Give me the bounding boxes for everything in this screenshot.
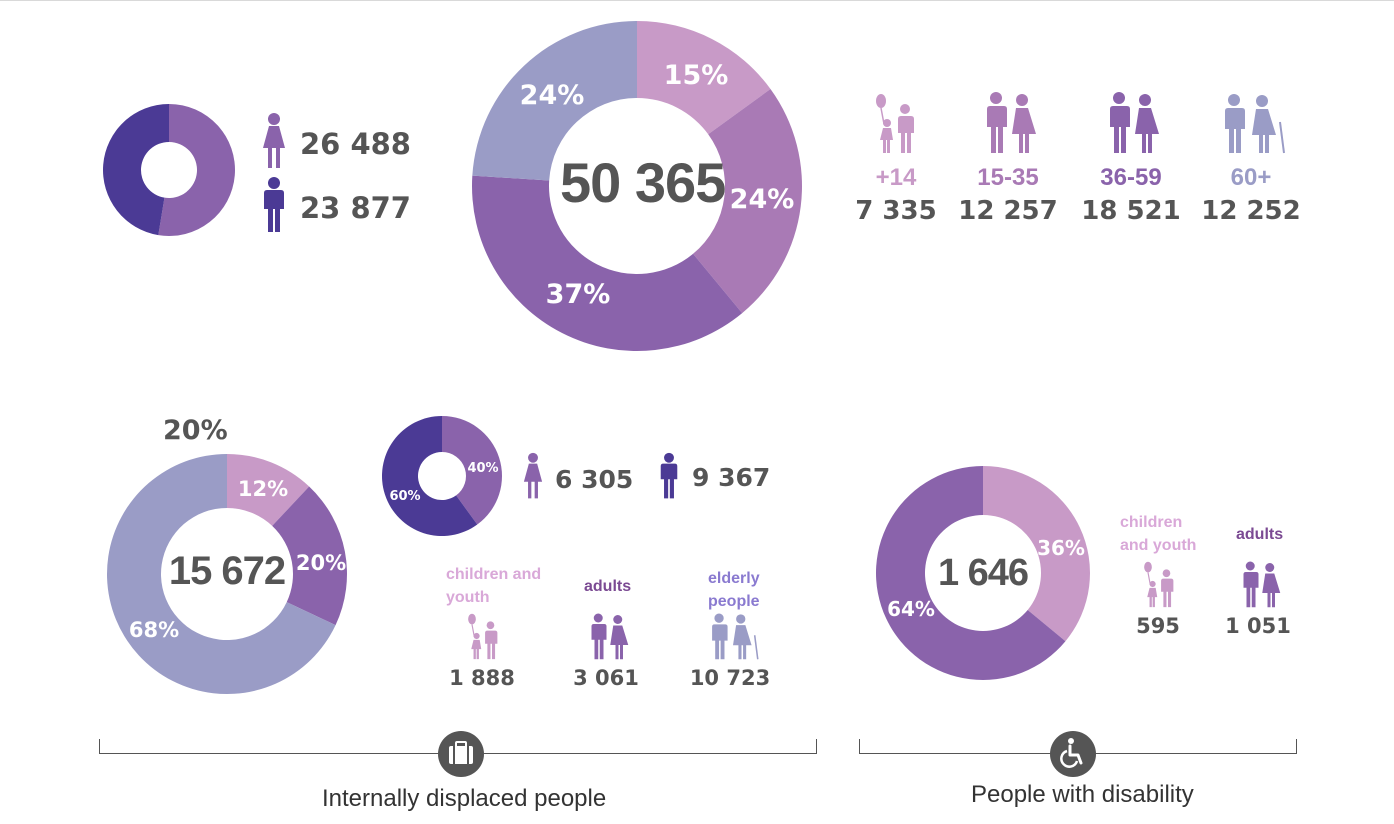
slice-children-and-youth bbox=[227, 454, 310, 526]
disability-donut-chart: 36% 64% bbox=[875, 466, 1090, 680]
young-couple-icon bbox=[987, 92, 1036, 153]
idp-female-count: 6 305 bbox=[555, 465, 634, 494]
disability-caption: People with disability bbox=[971, 781, 1194, 808]
adult-couple-icon bbox=[1110, 92, 1159, 153]
idp-children-count: 1 888 bbox=[449, 666, 515, 690]
slice-female bbox=[158, 104, 235, 236]
disability-children-icon bbox=[1144, 561, 1174, 608]
age-donut-chart: 15% 24% 37% 24% bbox=[472, 21, 802, 351]
age-count-60-plus: 12 252 bbox=[1201, 196, 1301, 226]
slice-label: 64% bbox=[887, 597, 935, 621]
slice--14 bbox=[637, 21, 771, 135]
slice-36-59 bbox=[472, 175, 743, 351]
total-center-label: 50 365 bbox=[560, 151, 726, 214]
disability-center-label: 1 646 bbox=[937, 552, 1029, 594]
slice-label: 15% bbox=[664, 60, 729, 91]
slice-children-and-youth bbox=[983, 466, 1090, 642]
slice-label: 36% bbox=[1037, 536, 1085, 560]
age-label-36-59: 36-59 bbox=[1100, 164, 1162, 191]
disability-group-label-adults: adults bbox=[1236, 526, 1284, 543]
female-icon bbox=[263, 113, 285, 168]
age-label-15-35: 15-35 bbox=[977, 164, 1039, 191]
slice-label: 24% bbox=[520, 80, 585, 111]
idp-male-count: 9 367 bbox=[692, 463, 771, 492]
idp-outside-label: 20% bbox=[163, 415, 228, 446]
idp-female-icon bbox=[523, 452, 543, 499]
age-count-14: 7 335 bbox=[855, 196, 937, 226]
wheelchair-icon bbox=[1050, 731, 1096, 777]
age-label-14: +14 bbox=[875, 164, 917, 191]
slice-label: 40% bbox=[467, 461, 498, 476]
slice-male bbox=[382, 416, 478, 536]
slice-label: 12% bbox=[238, 477, 288, 501]
idp-center-label: 15 672 bbox=[168, 549, 286, 593]
idp-adults-count: 3 061 bbox=[573, 666, 639, 690]
age-count-36-59: 18 521 bbox=[1081, 196, 1181, 226]
idp-group-label-adults: adults bbox=[584, 578, 632, 595]
top-rule bbox=[0, 0, 1394, 1]
idp-children-icon bbox=[468, 613, 498, 660]
suitcase-icon bbox=[438, 731, 484, 777]
idp-group-label-children: children and youth bbox=[446, 566, 542, 606]
slice-label: 68% bbox=[129, 618, 179, 642]
disability-group-label-children: children and youth bbox=[1120, 514, 1197, 554]
slice-female bbox=[442, 416, 502, 525]
slice-60- bbox=[472, 21, 637, 181]
female-count: 26 488 bbox=[300, 127, 411, 161]
slice-label: 20% bbox=[296, 551, 346, 575]
idp-elderly-icon bbox=[712, 613, 759, 660]
slice-adults bbox=[875, 466, 1066, 680]
idp-male-icon bbox=[660, 452, 678, 499]
idp-elderly-count: 10 723 bbox=[689, 666, 771, 690]
age-label-60-plus: 60+ bbox=[1230, 164, 1272, 191]
idp-gender-donut-chart: 40% 60% bbox=[382, 416, 502, 536]
elderly-couple-icon bbox=[1225, 94, 1285, 154]
child-with-balloon-icon bbox=[876, 94, 914, 153]
idp-donut-chart: 12% 20% 68% bbox=[107, 454, 347, 694]
gender-donut-chart bbox=[103, 104, 235, 236]
disability-adults-count: 1 051 bbox=[1225, 614, 1291, 638]
idp-adults-icon bbox=[591, 613, 629, 660]
age-count-15-35: 12 257 bbox=[958, 196, 1058, 226]
disability-children-count: 595 bbox=[1136, 614, 1180, 638]
male-icon bbox=[264, 177, 284, 232]
male-count: 23 877 bbox=[300, 191, 411, 225]
slice-elderly-people bbox=[107, 454, 336, 694]
slice-label: 60% bbox=[389, 489, 420, 504]
idp-group-label-elderly: elderly people bbox=[708, 570, 760, 610]
slice-adults bbox=[272, 486, 347, 626]
idp-caption: Internally displaced people bbox=[322, 785, 607, 812]
slice-male bbox=[103, 104, 169, 236]
slice-15-35 bbox=[693, 89, 802, 314]
slice-label: 37% bbox=[546, 279, 611, 310]
slice-label: 24% bbox=[730, 184, 795, 215]
disability-adults-icon bbox=[1243, 561, 1281, 608]
